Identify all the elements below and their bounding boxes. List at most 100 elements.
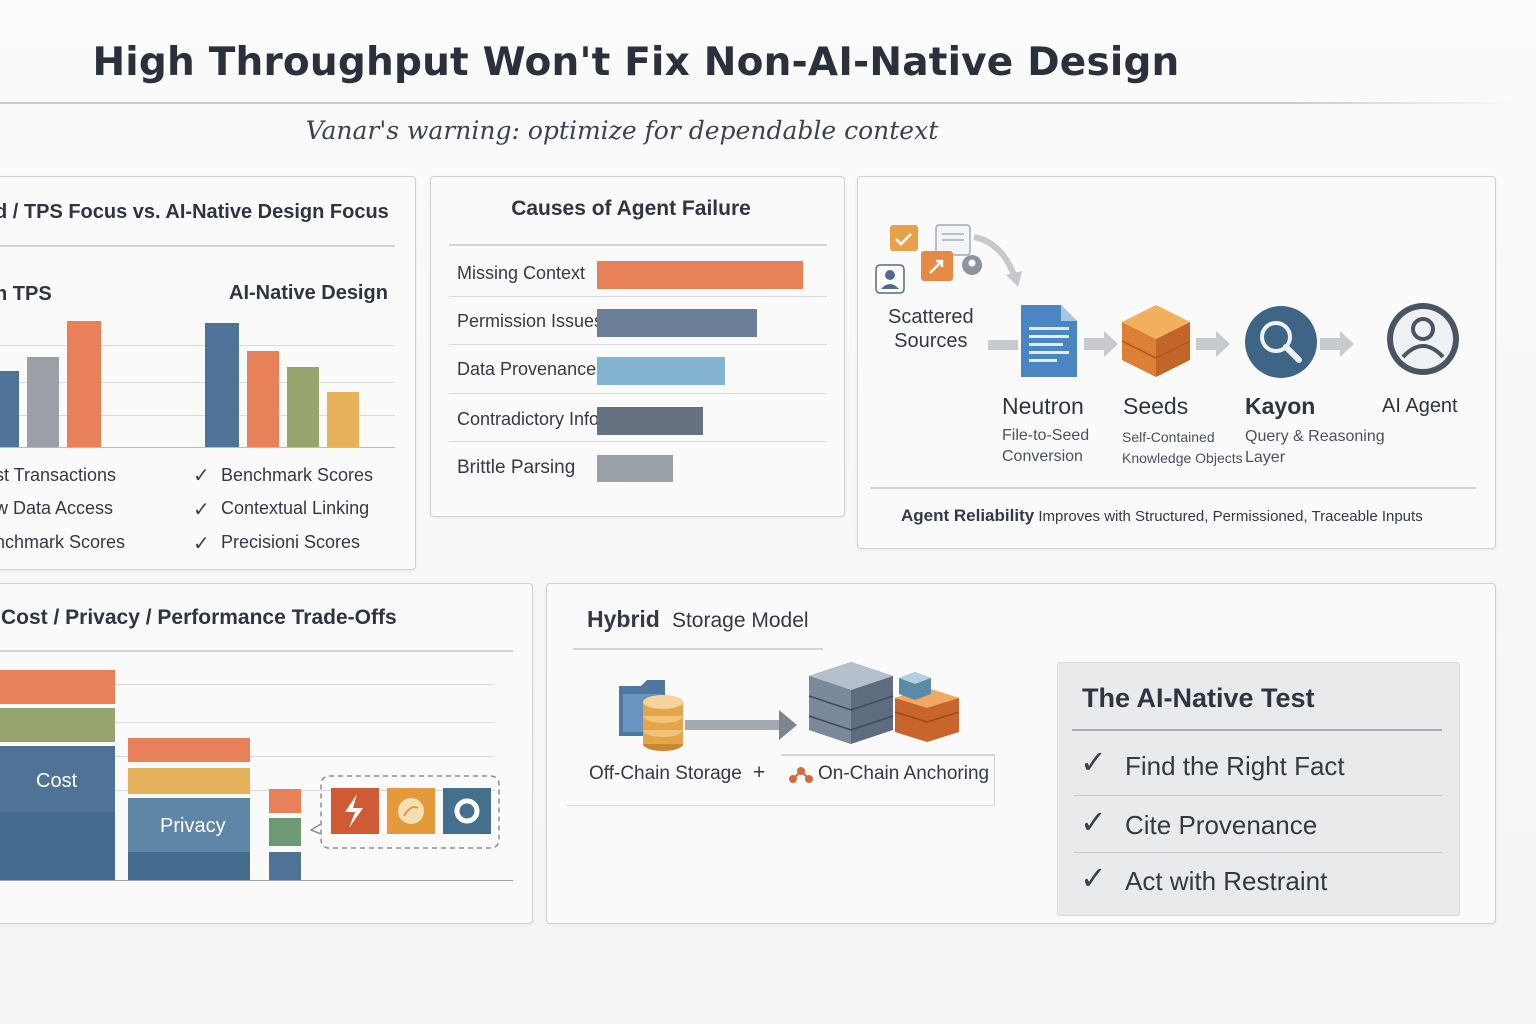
agent-icon [1387, 303, 1459, 375]
tps-right-label: AI-Native Design [229, 282, 388, 304]
test-row-divider [1074, 795, 1442, 796]
privacy-segment-steel-dark [128, 852, 250, 880]
ai-native-item: Benchmark Scores [221, 465, 374, 485]
storage-header-rest: Storage Model [671, 609, 809, 632]
check-icon: ✓ [193, 533, 210, 555]
ai-bar-olive [287, 367, 319, 447]
scattered-sources-label: Scattered Sources [888, 306, 974, 352]
failure-bar-missing-context [597, 261, 803, 289]
ring-icon [443, 788, 491, 834]
performance-segment-green [269, 818, 301, 846]
check-icon: ✓ [1080, 744, 1107, 780]
pipeline-arrow [988, 331, 1354, 357]
page-subtitle: Vanar's warning: optimize for dependable… [305, 116, 939, 145]
tps-vs-ai-native-panel: d / TPS Focus vs. AI-Native Design Focus… [0, 176, 416, 570]
offchain-label: Off-Chain Storage [589, 763, 742, 784]
storage-label-frame [567, 754, 995, 806]
privacy-segment-orange [128, 738, 250, 762]
row-divider [449, 344, 827, 345]
ai-bar-steel [205, 323, 239, 447]
page-title: High Throughput Won't Fix Non-AI-Native … [92, 40, 1180, 85]
plus-sign: + [753, 761, 766, 784]
tps-left-item: w Data Access [0, 498, 114, 518]
onchain-label: On-Chain Anchoring [818, 763, 990, 784]
tps-panel-header: d / TPS Focus vs. AI-Native Design Focus [0, 201, 389, 223]
performance-segment-steel [269, 852, 301, 880]
test-item: Find the Right Fact [1125, 751, 1345, 781]
storage-frame-top [781, 754, 995, 756]
privacy-label: Privacy [160, 815, 226, 837]
baseline [0, 447, 395, 448]
tps-bar-orange [67, 321, 101, 447]
hybrid-storage-panel: Hybrid Storage Model [546, 583, 1496, 924]
tradeoffs-header: Cost / Privacy / Performance Trade-Offs [1, 606, 397, 629]
agent-failure-panel: Causes of Agent Failure Missing Context … [430, 176, 845, 517]
cost-label: Cost [36, 770, 78, 792]
privacy-segment-steel [128, 798, 250, 852]
ai-native-item: Precisioni Scores [221, 532, 361, 552]
failure-label: Data Provenance [457, 359, 597, 379]
magnifier-icon [1245, 306, 1317, 378]
failure-label: Permission Issues [457, 311, 604, 331]
gridline [0, 382, 395, 383]
tps-bar-steel [0, 371, 19, 447]
tps-left-label: h TPS [0, 283, 52, 305]
stage-name-neutron: Neutron [1002, 393, 1084, 419]
coin-stack-icon [643, 695, 683, 751]
check-icon: ✓ [1080, 804, 1107, 840]
ai-native-test-box: The AI-Native Test ✓ Find the Right Fact… [1057, 662, 1460, 916]
performance-callout [309, 775, 500, 849]
cost-segment-steel [0, 746, 115, 812]
gridline [0, 415, 395, 416]
tps-left-item: nchmark Scores [0, 532, 126, 552]
cost-segment-olive [0, 708, 115, 742]
baseline [0, 880, 513, 881]
check-icon: ✓ [193, 465, 210, 487]
ai-native-item: Contextual Linking [221, 498, 370, 518]
storage-header-bold: Hybrid [587, 606, 660, 632]
gridline [0, 722, 495, 723]
footer-bold: Agent Reliability [901, 506, 1035, 525]
row-divider [449, 393, 827, 394]
stage-name-seeds: Seeds [1123, 393, 1189, 419]
privacy-segment-gold [128, 768, 250, 794]
failure-label: Contradictory Info [457, 409, 600, 429]
tps-left-item: st Transactions [0, 465, 117, 485]
stage-desc-neutron: File-to-Seed Conversion [1002, 427, 1090, 465]
cube-icon [1121, 305, 1191, 377]
pipeline-footer: Agent Reliability Improves with Structur… [901, 506, 1423, 526]
network-nodes-icon [789, 767, 813, 783]
gridline [0, 345, 395, 346]
ai-bar-gold [327, 392, 359, 447]
pipeline-diagram [875, 224, 1459, 378]
failure-header-divider [449, 244, 827, 246]
footer-rest: Improves with Structured, Permissioned, … [1034, 508, 1423, 525]
document-icon [1021, 305, 1077, 377]
cost-segment-steel-dark [0, 812, 115, 880]
context-pipeline-panel: Scattered Sources Neutron File-to-Seed C… [857, 176, 1496, 549]
failure-panel-header: Causes of Agent Failure [511, 197, 751, 220]
row-divider [449, 296, 827, 297]
failure-bar-data-provenance [597, 357, 725, 385]
failure-label: Brittle Parsing [457, 457, 576, 478]
test-row-divider [1074, 852, 1442, 853]
gridline [0, 684, 495, 685]
lightning-icon [331, 788, 379, 834]
ai-native-test-header: The AI-Native Test [1082, 683, 1315, 713]
failure-bar-brittle-parsing [597, 455, 673, 482]
test-item: Cite Provenance [1125, 810, 1318, 840]
cost-segment-orange [0, 670, 115, 704]
storage-header-divider [573, 648, 823, 650]
row-divider [449, 441, 827, 442]
stage-name-kayon: Kayon [1245, 393, 1316, 419]
hybrid-storage-diagram [619, 662, 960, 751]
coin-icon [387, 788, 435, 834]
pipeline-footer-divider [870, 487, 1476, 489]
performance-segment-orange [269, 789, 301, 813]
check-icon: ✓ [193, 499, 210, 521]
stage-desc-seeds: Self-Contained Knowledge Objects [1122, 429, 1243, 466]
failure-bar-contradictory-info [597, 407, 703, 435]
tps-bar-gray [27, 357, 59, 447]
blockchain-cubes-icon [808, 662, 960, 744]
tradeoffs-divider [0, 650, 513, 652]
